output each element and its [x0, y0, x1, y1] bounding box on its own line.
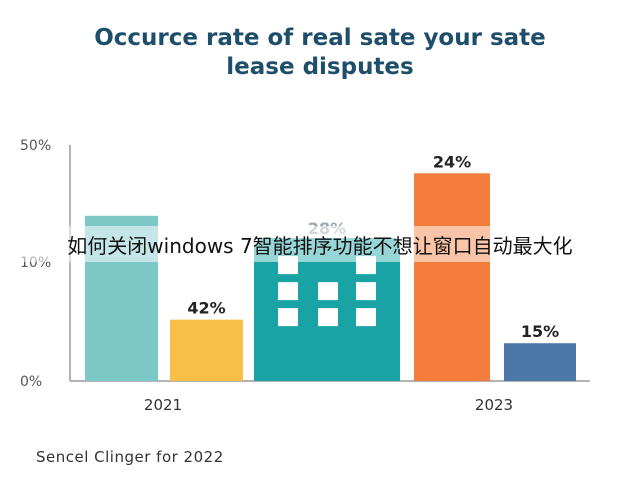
bar	[504, 343, 576, 381]
x-tick-label: 2023	[475, 396, 513, 414]
building-window	[278, 308, 298, 327]
overlay-caption: 如何关闭windows 7智能排序功能不想让窗口自动最大化	[0, 226, 640, 262]
building-window	[278, 282, 298, 301]
building-window	[318, 282, 338, 301]
chart-title: Occurce rate of real sate your sate leas…	[0, 24, 640, 82]
bar	[414, 173, 490, 381]
building-window	[318, 308, 338, 327]
bar-data-label: 15%	[521, 322, 559, 341]
chart-title-line-2: lease disputes	[226, 54, 414, 80]
bar-data-label: 24%	[433, 152, 471, 171]
y-tick-label: 50%	[20, 138, 51, 154]
chart-footer: Sencel Clinger for 2022	[36, 448, 224, 466]
building-window	[356, 308, 376, 327]
building-window	[356, 282, 376, 301]
x-tick-label: 2021	[144, 396, 182, 414]
y-tick-label: 0%	[20, 374, 42, 390]
bar-data-label: 42%	[187, 299, 225, 318]
bar	[170, 319, 243, 381]
chart-title-line-1: Occurce rate of real sate your sate	[94, 25, 546, 51]
